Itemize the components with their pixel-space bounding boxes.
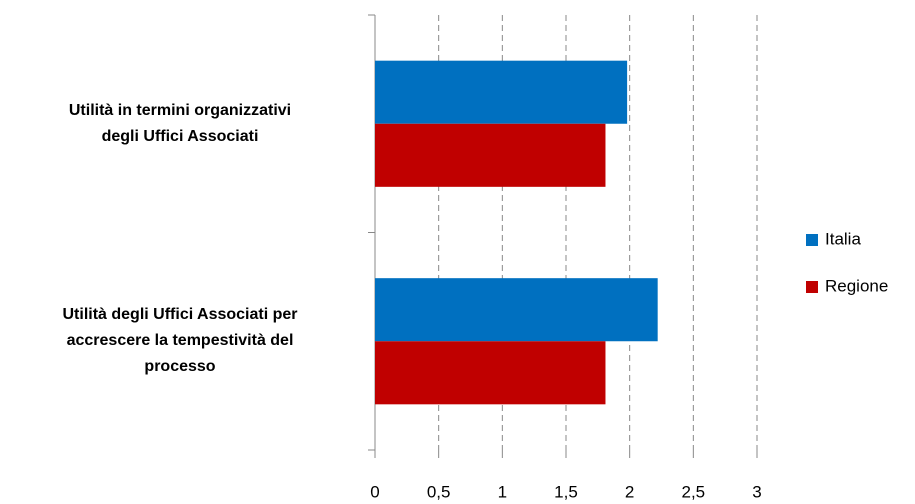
- x-tick-label: 0,5: [427, 482, 451, 501]
- x-tick-label: 2,5: [682, 482, 706, 501]
- x-tick-label: 0: [370, 482, 379, 501]
- bar: [375, 278, 658, 342]
- x-tick-label: 2: [625, 482, 634, 501]
- y-tick-label: Utilità in termini organizzativi degli U…: [68, 101, 292, 145]
- y-tick-label: Utilità degli Uffici Associati per accre…: [62, 306, 298, 376]
- legend-swatch: [806, 281, 818, 293]
- bar: [375, 341, 606, 405]
- legend-swatch: [806, 234, 818, 246]
- x-tick-label: 3: [752, 482, 761, 501]
- legend-label: Italia: [825, 229, 861, 248]
- x-tick-label: 1: [498, 482, 507, 501]
- legend-label: Regione: [825, 276, 888, 295]
- bar: [375, 123, 606, 187]
- x-tick-label: 1,5: [554, 482, 578, 501]
- bar: [375, 60, 628, 124]
